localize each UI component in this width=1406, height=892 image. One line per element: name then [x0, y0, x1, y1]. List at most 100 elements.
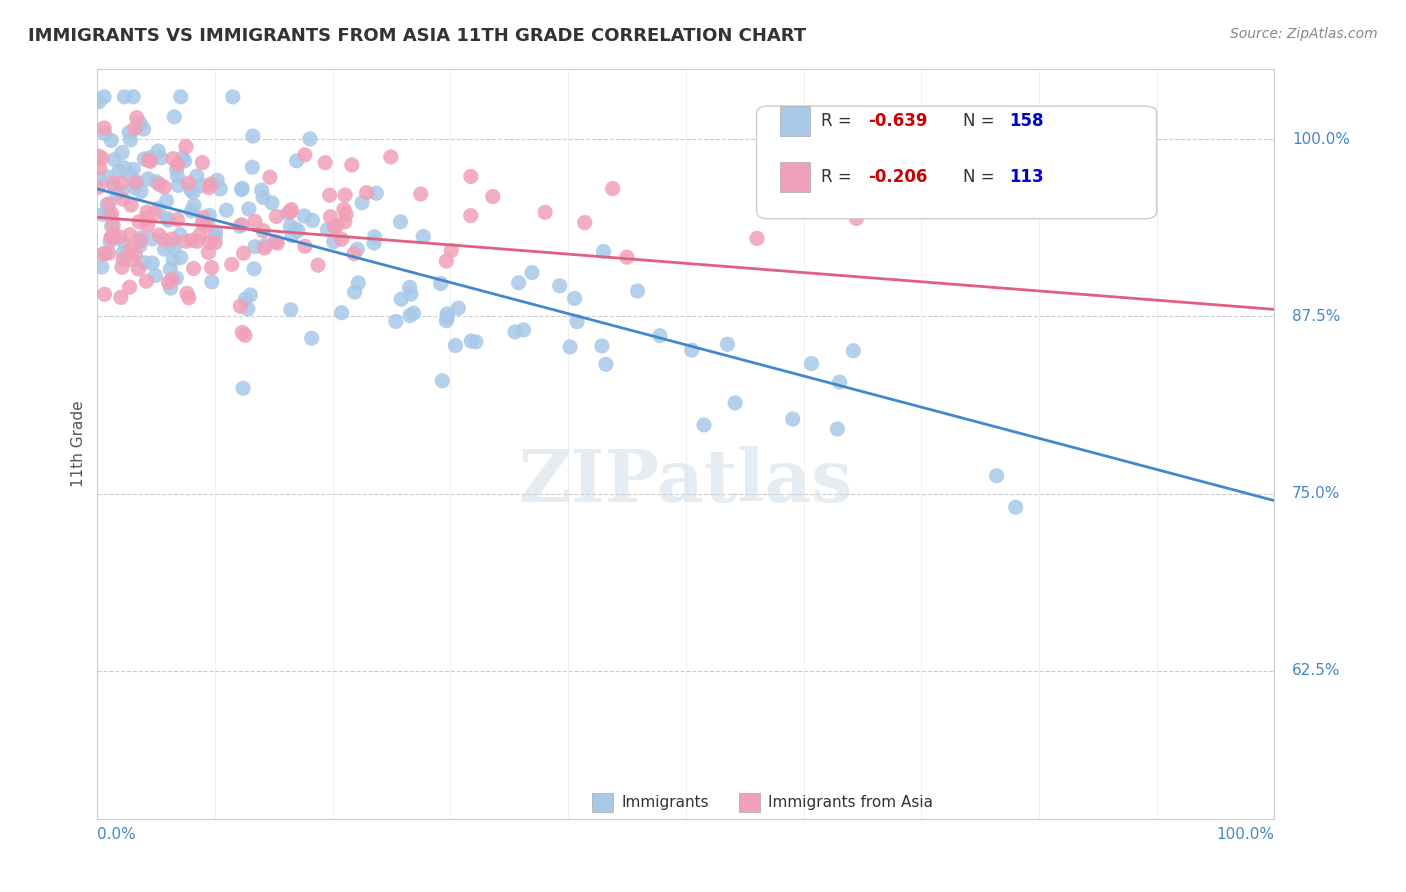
- Point: [125, 111, 148, 125]
- Point: [204, 225, 226, 239]
- Point: [233, 328, 256, 343]
- Point: [842, 343, 865, 358]
- Point: [90, 260, 112, 274]
- Point: [827, 422, 849, 436]
- Point: [148, 178, 170, 192]
- Point: [170, 251, 193, 265]
- Point: [87, 180, 110, 194]
- Point: [204, 229, 226, 244]
- Point: [574, 216, 596, 230]
- Point: [356, 186, 378, 200]
- Point: [87, 149, 110, 163]
- Point: [110, 176, 132, 190]
- Point: [183, 261, 205, 276]
- Point: [170, 90, 193, 104]
- Point: [180, 204, 202, 219]
- Point: [745, 231, 768, 245]
- Point: [366, 186, 388, 201]
- Point: [112, 245, 135, 260]
- Point: [163, 110, 186, 124]
- Point: [129, 231, 152, 245]
- Point: [285, 153, 308, 168]
- Point: [205, 173, 228, 187]
- FancyBboxPatch shape: [592, 793, 613, 812]
- Point: [280, 302, 302, 317]
- Point: [129, 234, 152, 248]
- Point: [120, 133, 142, 147]
- Point: [100, 230, 122, 244]
- Point: [264, 235, 287, 249]
- Point: [141, 256, 163, 270]
- Point: [198, 235, 221, 249]
- Point: [238, 202, 260, 216]
- Point: [93, 287, 115, 301]
- Point: [323, 219, 346, 234]
- Point: [121, 253, 143, 268]
- Point: [460, 169, 482, 184]
- Point: [145, 268, 167, 283]
- Point: [166, 157, 188, 171]
- Point: [118, 227, 141, 242]
- Point: [301, 213, 323, 227]
- Point: [188, 227, 211, 242]
- Point: [240, 160, 263, 174]
- Text: 0.0%: 0.0%: [97, 827, 136, 842]
- Point: [111, 260, 134, 275]
- Point: [276, 206, 298, 220]
- Point: [148, 201, 170, 215]
- Point: [724, 396, 747, 410]
- Point: [845, 211, 868, 226]
- Point: [503, 325, 526, 339]
- Point: [97, 246, 120, 260]
- Point: [91, 207, 114, 221]
- Point: [149, 151, 172, 165]
- Point: [294, 239, 316, 253]
- Point: [432, 374, 454, 388]
- FancyBboxPatch shape: [756, 106, 1157, 219]
- Point: [138, 153, 160, 168]
- Point: [389, 215, 412, 229]
- Point: [166, 162, 188, 177]
- Point: [139, 154, 162, 169]
- Point: [146, 144, 169, 158]
- Point: [174, 235, 197, 249]
- Text: -0.206: -0.206: [869, 169, 928, 186]
- Point: [209, 182, 232, 196]
- Point: [177, 176, 200, 190]
- Point: [363, 229, 385, 244]
- Point: [101, 177, 124, 191]
- Point: [595, 357, 617, 371]
- Point: [1004, 500, 1026, 515]
- Point: [112, 252, 135, 267]
- Point: [176, 286, 198, 301]
- Point: [204, 235, 226, 250]
- Point: [243, 240, 266, 254]
- Point: [139, 151, 162, 165]
- Point: [124, 181, 146, 195]
- Point: [648, 328, 671, 343]
- Point: [197, 245, 219, 260]
- Point: [162, 252, 184, 267]
- Text: 100.0%: 100.0%: [1216, 827, 1274, 842]
- Point: [318, 188, 340, 202]
- Point: [163, 241, 186, 255]
- Point: [111, 145, 134, 160]
- Point: [346, 242, 368, 256]
- Point: [148, 228, 170, 243]
- Point: [173, 153, 195, 168]
- Point: [280, 219, 302, 234]
- Point: [253, 238, 276, 252]
- Point: [143, 206, 166, 220]
- Point: [186, 169, 208, 183]
- Point: [96, 197, 118, 211]
- Point: [157, 276, 180, 290]
- Point: [363, 236, 385, 251]
- Point: [440, 244, 463, 258]
- Point: [592, 244, 614, 259]
- Point: [253, 241, 276, 255]
- Point: [800, 357, 823, 371]
- Point: [333, 202, 356, 217]
- Point: [229, 219, 252, 234]
- Point: [250, 183, 273, 197]
- Point: [125, 175, 148, 189]
